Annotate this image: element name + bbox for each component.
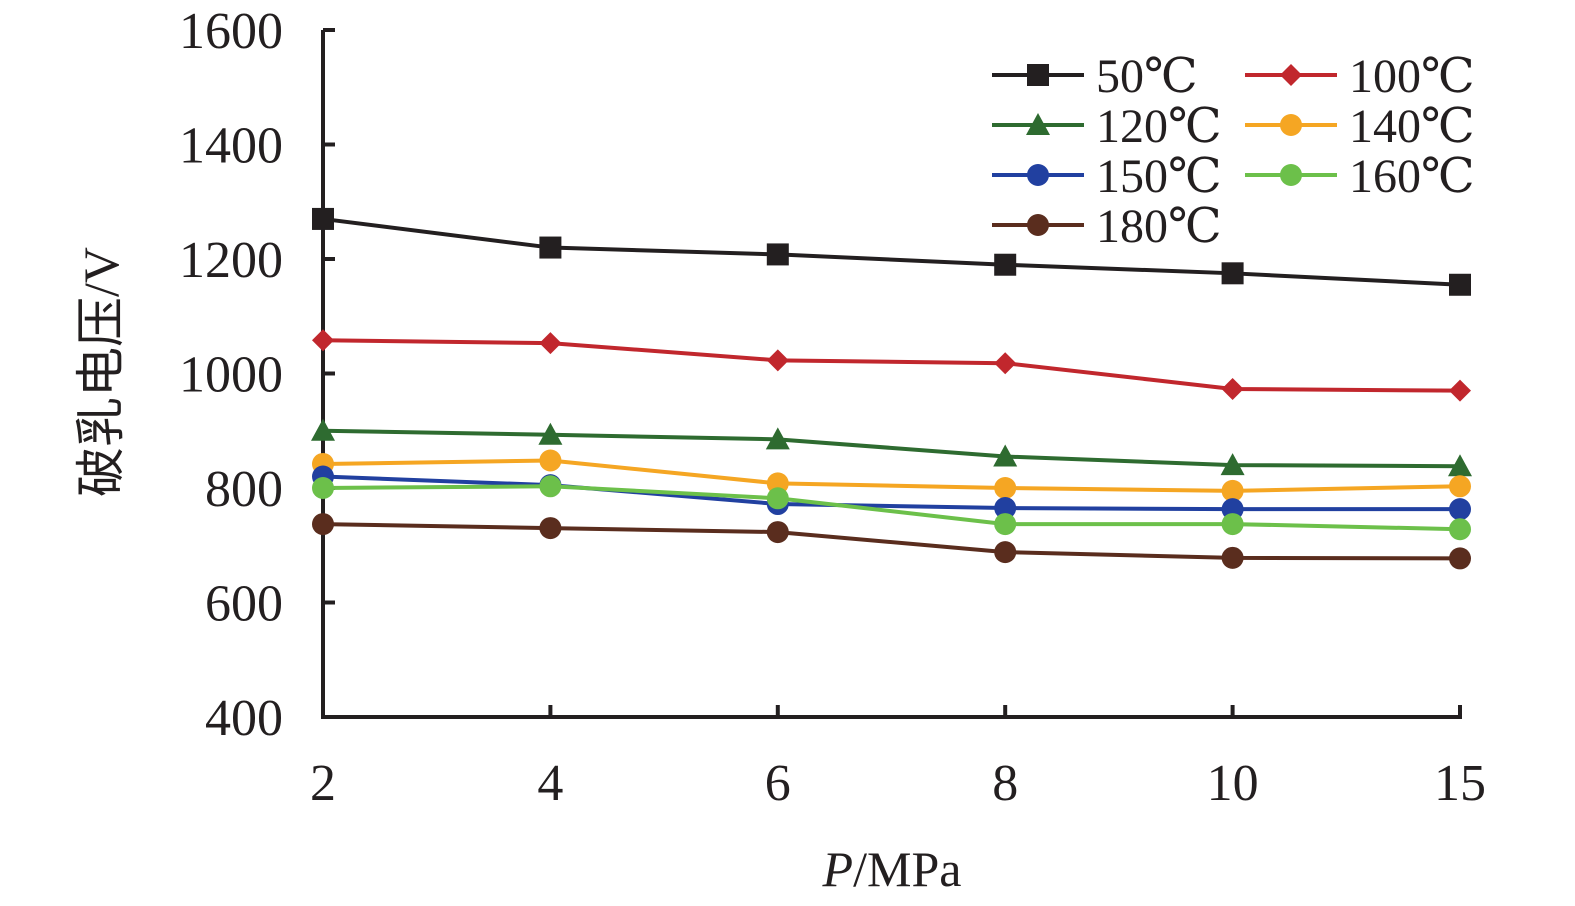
series-layer [311,207,1472,570]
data-point [539,449,562,472]
data-point [994,513,1017,536]
data-point [766,243,789,266]
x-axis-label-italic: P [822,841,854,897]
legend: 50℃ 100℃ 120℃ 140℃ 150℃ 160℃ 180℃ [992,50,1475,253]
legend-marker [1280,64,1302,86]
data-point [1221,479,1244,502]
legend-item: 100℃ [1245,50,1475,103]
legend-label: 150℃ [1096,150,1222,203]
data-point [311,418,335,441]
legend-marker [1280,114,1302,136]
series-5 [312,475,1471,541]
x-tick-label: 15 [1434,755,1486,812]
x-tick-label: 6 [765,755,791,812]
legend-item: 160℃ [1245,150,1475,203]
data-point [312,207,334,230]
data-point [765,427,790,450]
y-tick-label: 1000 [179,347,283,404]
x-axis-label: P/MPa [822,841,962,897]
data-point [312,477,334,499]
y-tick-label: 1400 [179,118,283,175]
x-tick-label: 2 [310,755,336,812]
legend-label: 120℃ [1096,100,1222,153]
data-point [766,487,789,510]
series-line [322,522,1461,561]
y-tick-label: 400 [205,690,283,747]
x-tick-label: 8 [992,755,1018,812]
data-point [1221,513,1244,536]
data-point [994,253,1017,276]
data-point [1449,547,1471,570]
data-point [1449,379,1471,402]
data-point [538,422,563,445]
axes: 400 600 800 1000 1200 1400 1600 2 4 6 8 10 15 [179,3,1486,812]
series-line [322,474,1460,512]
legend-label: 50℃ [1096,50,1198,103]
data-point [993,444,1018,467]
data-point [1221,546,1244,569]
legend-item: 150℃ [992,150,1222,203]
data-point [766,349,789,372]
data-point [1221,377,1244,400]
legend-marker [1027,164,1049,186]
legend-label: 100℃ [1349,50,1475,103]
legend-label: 140℃ [1349,100,1475,153]
legend-item: 50℃ [992,50,1198,103]
series-6 [312,513,1471,570]
legend-label: 180℃ [1096,200,1222,253]
legend-item: 180℃ [992,200,1222,253]
y-tick-label: 600 [205,576,283,633]
series-3 [312,449,1471,502]
data-point [539,475,562,498]
data-point [994,541,1017,564]
x-tick-label: 10 [1207,755,1259,812]
data-point [539,236,562,259]
legend-marker [1027,64,1049,86]
y-tick-label: 800 [205,461,283,518]
data-point [312,513,334,536]
data-point [994,477,1017,499]
series-line [322,338,1461,393]
data-point [1221,262,1244,285]
data-point [1448,454,1472,477]
data-point [1449,273,1471,296]
y-tick-label: 1200 [179,232,283,289]
data-point [766,521,789,544]
legend-item: 140℃ [1245,100,1475,153]
x-tick-label: 4 [537,755,563,812]
y-axis-label: 破乳电压/V [73,247,129,497]
data-point [539,517,562,540]
series-line [322,458,1461,493]
series-0 [312,207,1471,296]
data-point [1449,475,1471,498]
series-2 [311,418,1472,477]
legend-marker [1027,214,1049,236]
legend-label: 160℃ [1349,150,1475,203]
x-axis-label-unit: /MPa [853,841,961,897]
data-point [312,329,334,352]
y-tick-label: 1600 [179,3,283,60]
legend-item: 120℃ [992,100,1222,153]
data-point [994,352,1017,375]
data-point [994,497,1017,520]
legend-marker [1026,113,1050,135]
data-point [1449,518,1471,541]
series-line [322,428,1461,469]
series-line [322,216,1461,287]
legend-marker [1280,164,1302,186]
data-point [1449,498,1471,521]
series-1 [312,329,1471,402]
data-point [539,332,562,355]
data-point [1220,453,1245,476]
series-line [322,484,1461,532]
